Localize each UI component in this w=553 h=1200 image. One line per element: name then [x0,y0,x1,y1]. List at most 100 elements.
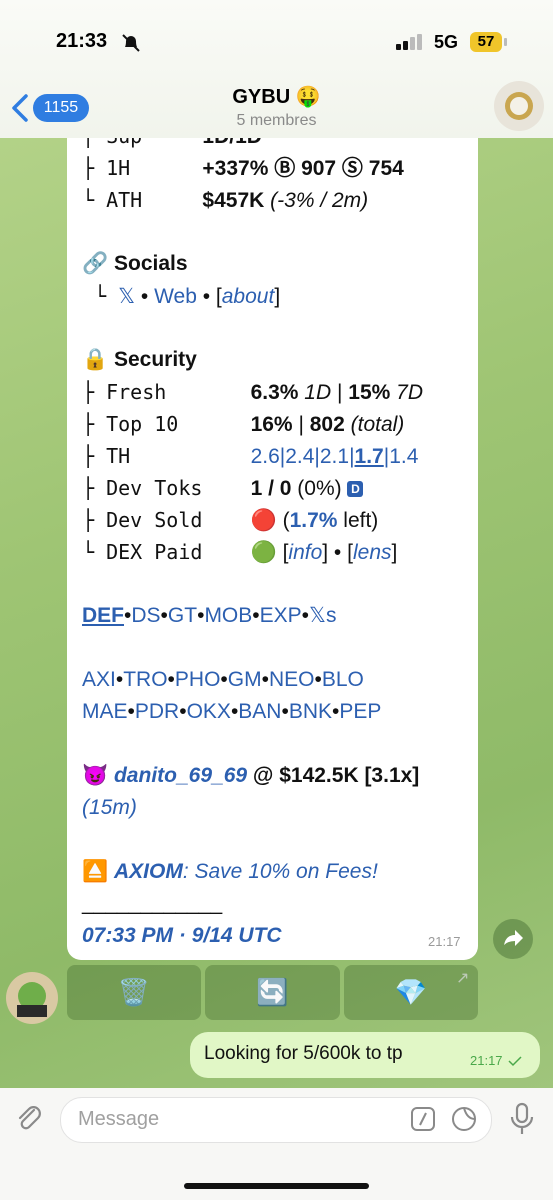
link[interactable]: Web [154,285,197,308]
link[interactable]: |1.4 [383,445,419,468]
link[interactable]: DEF [82,604,124,627]
inline-button[interactable]: 🗑️ [67,965,201,1020]
text: • [314,668,322,691]
link[interactable]: PHO [174,668,221,691]
link[interactable]: PDR [134,700,180,723]
link[interactable]: TRO [123,668,168,691]
battery: 57 [470,32,502,52]
link[interactable]: 1.7% [289,509,338,532]
text: (-3% / 2m) [264,189,369,212]
text: ├ Fresh [82,380,251,404]
text: left) [337,509,379,532]
unread-badge[interactable]: 1155 [33,94,89,122]
link[interactable]: AXIOM [113,860,183,883]
text: 1D [304,381,332,404]
text: 802 [309,413,345,436]
message-line: 😈 danito_69_69 @ $142.5K [3.1x] [82,760,419,792]
message-input[interactable] [60,1097,492,1143]
command-icon[interactable] [410,1106,436,1132]
text: • [115,668,124,691]
message-line: └ 𝕏 • Web • [about] [82,280,280,312]
text: (total) [350,413,405,436]
text: ├ Dev Sold [82,508,251,532]
link[interactable]: danito_69_69 [113,764,248,787]
message-line: MAE•PDR•OKX•BAN•BNK•PEP [82,696,381,728]
link[interactable]: DS [131,604,161,627]
text: 16% [250,413,293,436]
text: ( [276,509,290,532]
link[interactable]: 2.6|2.4|2.1| [250,445,355,468]
input-placeholder: Message [78,1108,160,1130]
link[interactable]: 𝕏s [309,604,337,627]
link-arrow: ↗ [456,970,470,987]
battery-tip [504,38,507,46]
message-line: ⏏️ AXIOM: Save 10% on Fees! [82,856,378,888]
text: └ [82,284,119,308]
link[interactable]: 𝕏 [118,285,136,308]
chat-subtitle: 5 membres [236,112,317,129]
link[interactable]: info [288,541,323,564]
sticker-icon[interactable] [451,1106,477,1132]
link[interactable]: 1.7 [354,445,384,468]
link[interactable]: AXI [82,668,116,691]
signal-icon [396,34,422,50]
text: ├ TH [82,444,251,468]
link[interactable]: 07:33 PM · 9/14 UTC [82,924,282,947]
text: | [331,381,349,404]
link[interactable]: BLO [321,668,364,691]
link[interactable]: OKX [186,700,231,723]
read-check [508,1056,522,1067]
message-line: └ ATH $457K (-3% / 2m) [82,184,368,216]
message-line: ├ Dev Toks 1 / 0 (0%) D [82,472,364,504]
message-line: ├ TH 2.6|2.4|2.1|1.7|1.4 [82,440,418,472]
text: • [281,700,289,723]
mute-icon [122,34,140,52]
link[interactable]: : Save 10% on Fees! [182,860,378,883]
text: ⏏️ [82,860,114,883]
clock: 21:33 [56,30,108,52]
text: 😈 [82,764,114,787]
outgoing-bubble [190,1032,540,1078]
text: • [135,285,155,308]
message-line: (15m) [82,792,137,824]
message-line: 🔒 Security [82,344,197,376]
link[interactable]: EXP [259,604,302,627]
text: ├ Top 10 [82,412,251,436]
text: • [124,604,132,627]
link[interactable]: NEO [268,668,315,691]
link[interactable]: lens [352,541,392,564]
message-bubble [67,100,478,960]
network: 5G [434,32,459,52]
text: • [179,700,187,723]
text: (0%) [291,477,348,500]
link[interactable]: GM [227,668,262,691]
link[interactable]: about [221,285,275,308]
inline-button[interactable]: 🔄 [205,965,340,1020]
link[interactable]: BAN [238,700,282,723]
mic-icon[interactable] [508,1102,536,1136]
link[interactable]: BNK [288,700,333,723]
link[interactable]: MAE [82,700,128,723]
top-bar: 21:33 5G 57 1155 GYBU 🤑 5 membres [0,0,553,138]
back-icon[interactable] [8,93,32,123]
link[interactable]: MOB [204,604,253,627]
link[interactable]: (15m) [82,796,137,819]
link[interactable]: GT [167,604,198,627]
link[interactable]: PEP [339,700,382,723]
inline-button[interactable]: 💎 [344,965,478,1020]
text: • [261,668,269,691]
text: • [167,668,175,691]
outgoing-text: Looking for 5/600k to tp [204,1043,403,1064]
message-line: 07:33 PM · 9/14 UTC [82,920,282,952]
sender-avatar[interactable] [5,971,59,1025]
chat-avatar[interactable] [493,80,545,132]
attach-icon[interactable] [14,1102,44,1134]
chat-title[interactable]: GYBU 🤑 [232,86,321,108]
forward-button[interactable] [492,918,534,960]
message-line: DEF•DS•GT•MOB•EXP•𝕏s [82,600,336,632]
text: • [230,700,239,723]
text: • [160,604,168,627]
text: +337% Ⓑ 907 Ⓢ 754 [202,157,404,180]
text: ├ Dev Toks [82,476,251,500]
text: • [301,604,310,627]
